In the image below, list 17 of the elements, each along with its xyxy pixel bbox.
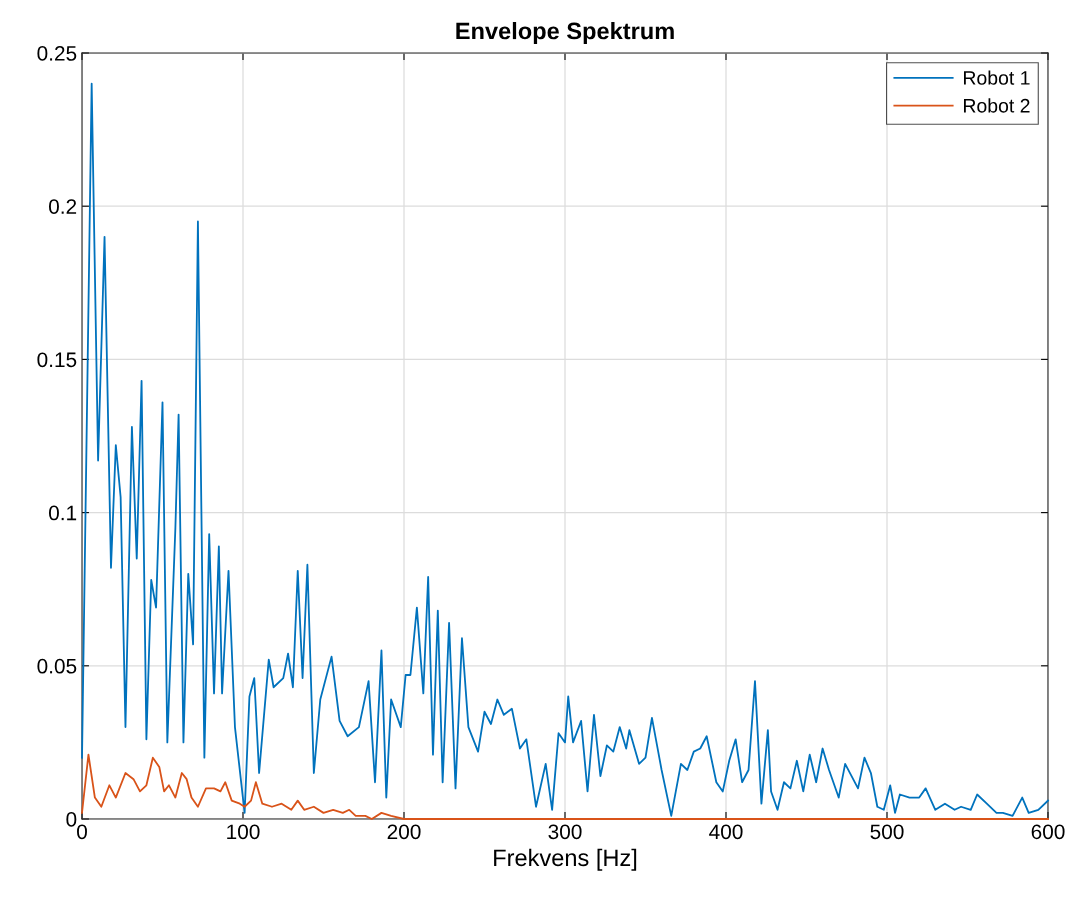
x-tick-label: 100 (227, 824, 260, 840)
chart-title: Envelope Spektrum (456, 22, 674, 45)
x-tick-label: 500 (870, 824, 904, 840)
y-tick-label: 0.2 (48, 199, 77, 214)
y-tick-label: 0.1 (48, 505, 77, 521)
x-axis-title: Frekvens [Hz] (494, 848, 637, 871)
y-tick-label: 0 (66, 812, 77, 827)
x-tick-label: 400 (709, 824, 743, 840)
y-tick-label: 0.15 (37, 352, 77, 368)
x-tick-label: 300 (548, 824, 582, 840)
y-tick-label: 0.05 (37, 658, 77, 674)
x-tick-label: 0 (77, 824, 87, 840)
x-tick-label: 200 (387, 824, 421, 840)
legend-label: Robot 1 (964, 70, 1030, 85)
y-tick-label: 0.25 (37, 46, 77, 61)
x-tick-label: 600 (1031, 824, 1065, 840)
legend-label: Robot 2 (964, 98, 1030, 113)
